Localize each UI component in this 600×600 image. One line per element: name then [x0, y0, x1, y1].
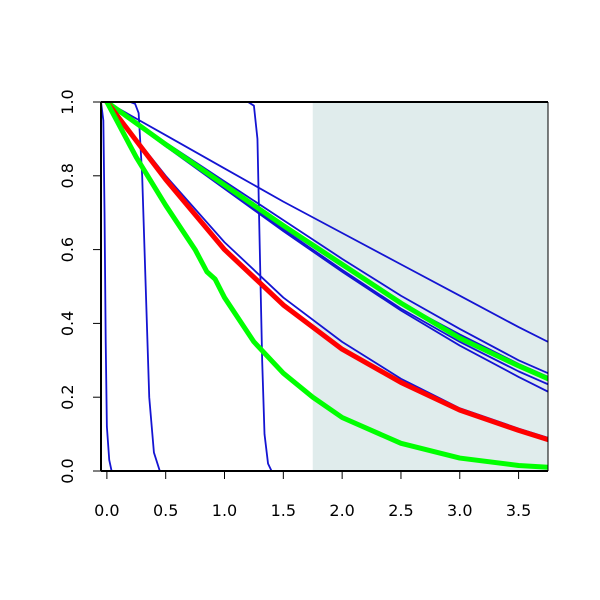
plot-background: [312, 102, 548, 471]
x-tick-label: 3.0: [447, 501, 472, 520]
y-tick-label: 0.8: [58, 163, 77, 188]
y-tick-label: 0.6: [58, 237, 77, 262]
x-tick-label: 3.5: [506, 501, 531, 520]
series-line-2: [129, 102, 548, 471]
y-tick-label: 0.2: [58, 384, 77, 409]
axes-layer: 0.0 0.5 1.0 1.5 2.0 2.5 3.0 3.5 0.0 0.2 0.4 0.6 0.8 1…: [58, 89, 549, 520]
x-tick-label: 0.0: [94, 501, 119, 520]
y-tick-label: 0.4: [58, 311, 77, 336]
series-line-3: [105, 102, 548, 471]
x-tick-label: 1.5: [271, 501, 296, 520]
shaded-region: [312, 102, 548, 471]
series-line-12: [104, 102, 548, 470]
series-layer: [101, 102, 548, 471]
x-tick-label: 2.0: [329, 501, 354, 520]
y-tick-label: 0.0: [58, 458, 77, 483]
x-tick-label: 2.5: [388, 501, 413, 520]
series-line-11: [104, 102, 548, 443]
x-tick-label: 0.5: [153, 501, 178, 520]
series-line-8: [105, 102, 548, 343]
x-tick-label: 1.0: [212, 501, 237, 520]
series-line-10: [104, 102, 548, 382]
series-line-1: [101, 102, 548, 471]
y-tick-label: 1.0: [58, 89, 77, 114]
